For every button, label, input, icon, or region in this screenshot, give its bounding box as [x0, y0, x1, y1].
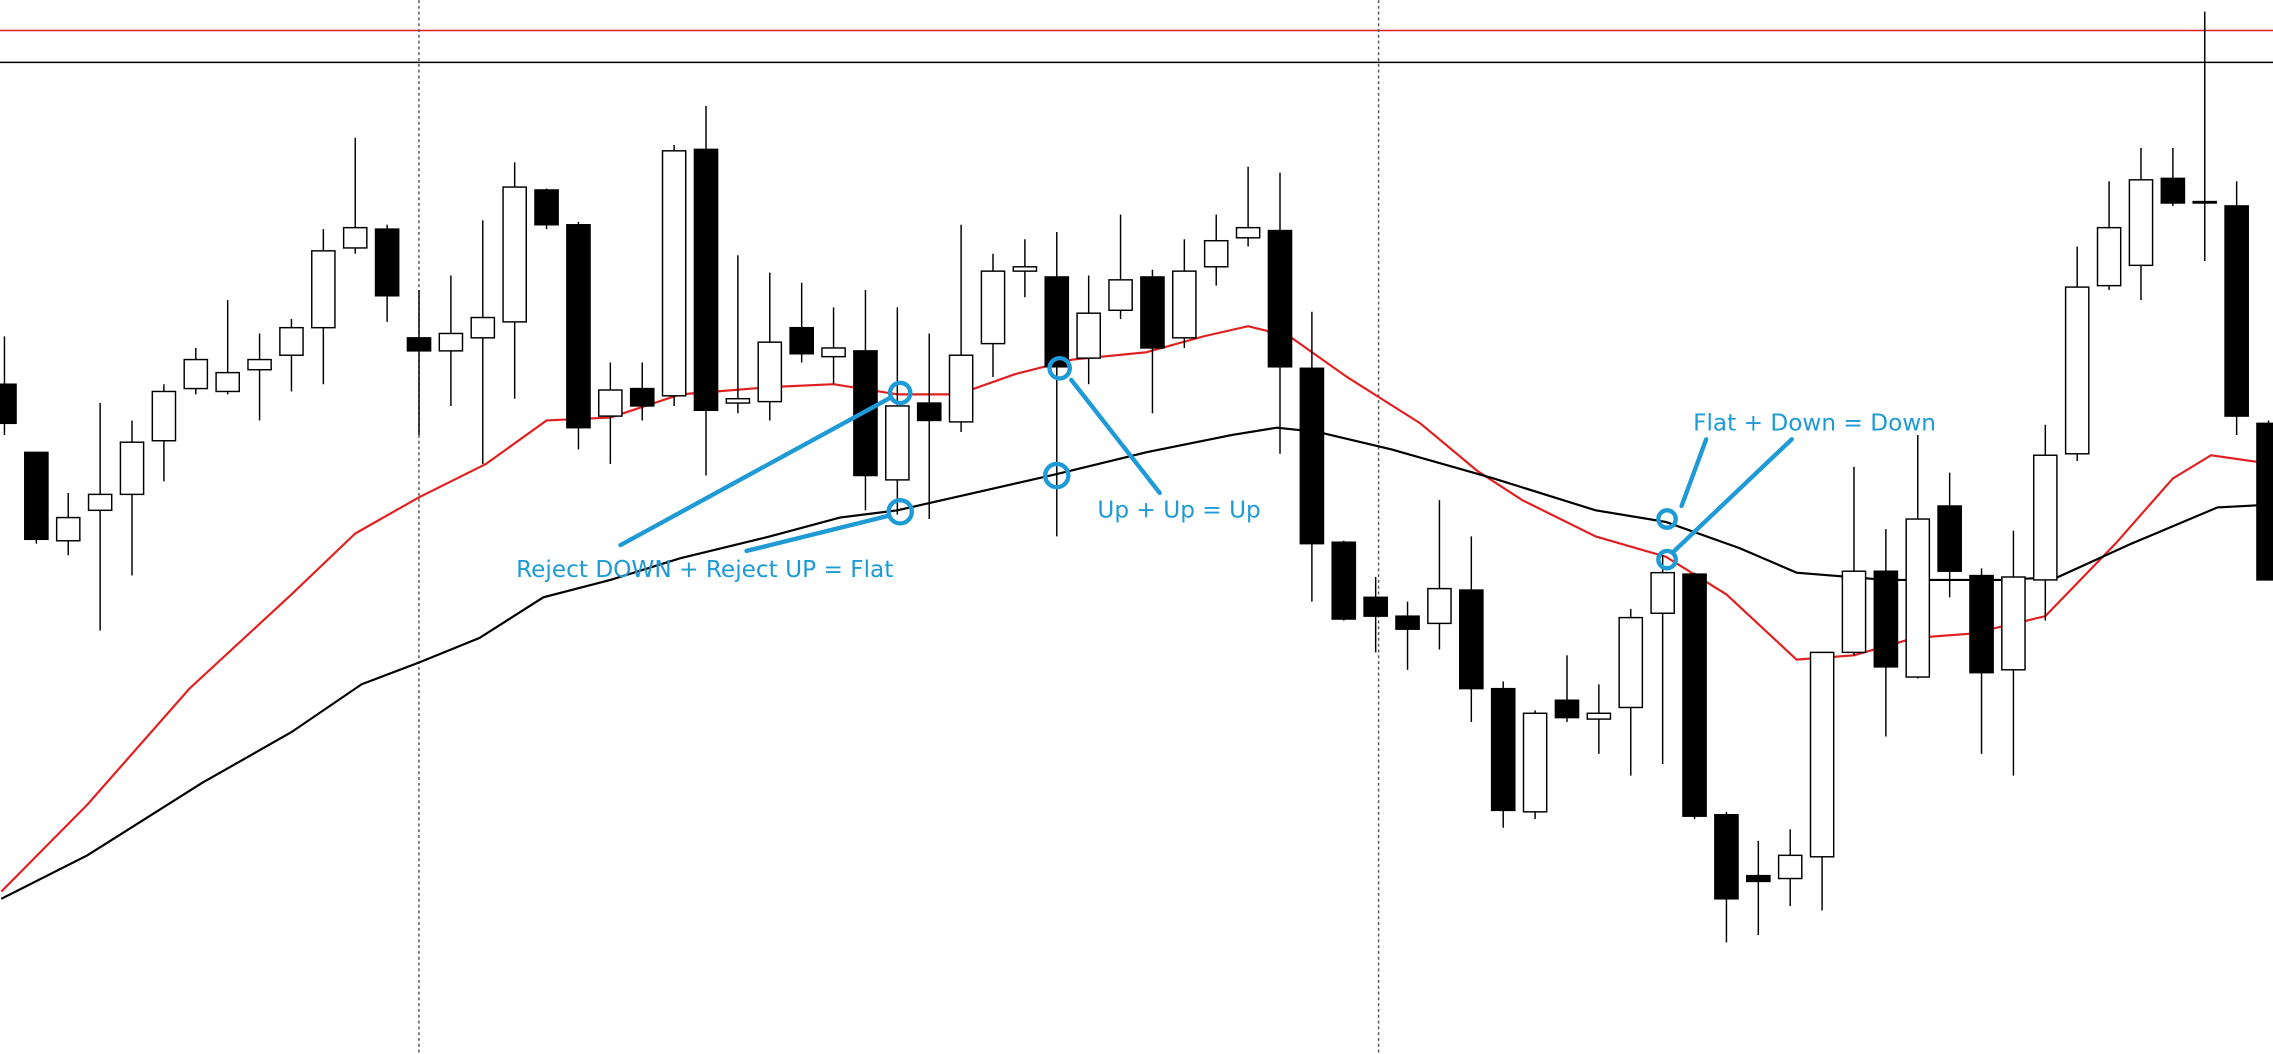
candle-body: [55, 516, 81, 542]
candle-body: [1746, 874, 1771, 883]
candle-body: [1618, 616, 1644, 709]
candle-body: [1714, 814, 1739, 900]
candle-body: [1586, 712, 1612, 720]
candle-body: [374, 228, 400, 297]
candle-body: [2192, 200, 2218, 204]
candle-body: [1969, 574, 1994, 674]
candle-body: [661, 150, 687, 397]
annotation-arrow: [1672, 437, 1794, 554]
candle-body: [438, 332, 464, 352]
candle-body: [1554, 699, 1580, 719]
candle-body: [1108, 279, 1133, 312]
candle-body: [2001, 576, 2026, 671]
annotation-circle: [1656, 508, 1678, 530]
annotation-circle: [1042, 461, 1071, 490]
candle-body: [2064, 286, 2090, 455]
candle-body: [1395, 615, 1420, 630]
candle-body: [1172, 270, 1197, 339]
candle-body: [1490, 687, 1516, 812]
candle-body: [1650, 571, 1675, 614]
candle-body: [2224, 205, 2249, 417]
candle-body: [693, 148, 719, 412]
candle-body: [948, 354, 974, 423]
candle-body: [1841, 570, 1867, 654]
candle-body: [2160, 177, 2186, 204]
candle-body: [1076, 312, 1101, 359]
candle-body: [1140, 276, 1165, 349]
candle-body: [87, 493, 113, 512]
candle-body: [1331, 541, 1357, 620]
annotation-arrow: [618, 396, 891, 548]
candle-body: [1267, 229, 1293, 368]
annotation-text: Up + Up = Up: [1097, 497, 1260, 524]
candle-body: [1012, 266, 1038, 272]
candle-body: [757, 341, 783, 403]
candle-body: [151, 390, 177, 442]
candle-body: [1427, 587, 1452, 625]
candle-body: [566, 224, 591, 429]
candle-body: [885, 405, 910, 481]
annotation-circle: [1047, 355, 1072, 381]
candle-body: [2032, 454, 2058, 581]
candle-body: [247, 358, 272, 371]
candle-body: [1203, 239, 1229, 268]
candle-body: [406, 337, 432, 352]
candle-body: [311, 250, 336, 329]
candle-body: [215, 371, 241, 393]
annotation-arrow: [1069, 377, 1162, 496]
annotation-circle: [887, 380, 913, 406]
candle-body: [598, 389, 623, 417]
annotation-arrow: [744, 513, 890, 554]
candle-body: [2096, 226, 2122, 287]
candle-body: [821, 347, 846, 358]
candle-body: [279, 326, 304, 356]
candle-body: [502, 186, 527, 323]
candle-body: [1682, 573, 1707, 817]
candle-body: [534, 189, 559, 226]
candle-body: [470, 316, 496, 339]
candle-body: [2128, 179, 2154, 267]
candle-body: [916, 402, 942, 422]
candles: [0, 11, 2273, 943]
annotation-arrow: [1679, 437, 1709, 509]
candle-body: [24, 451, 49, 541]
candle-body: [1044, 276, 1070, 368]
candle-body: [342, 226, 368, 249]
candle-body: [789, 326, 814, 355]
annotation-circle: [1656, 548, 1678, 571]
candle-body: [1235, 226, 1261, 239]
candle-body: [1299, 367, 1325, 545]
annotation-circle: [886, 498, 914, 526]
candle-body: [183, 358, 209, 390]
candle-body: [980, 270, 1006, 345]
candle-body: [1363, 596, 1388, 617]
candle-body: [1905, 518, 1931, 678]
candle-body: [119, 441, 145, 496]
candle-body: [1809, 651, 1835, 858]
candle-body: [629, 387, 655, 407]
candle-body: [1937, 505, 1962, 572]
candle-body: [2256, 422, 2273, 581]
annotation-text: Reject DOWN + Reject UP = Flat: [516, 556, 893, 583]
annotations: Reject DOWN + Reject UP = Flat Up + Up =…: [516, 355, 1936, 583]
candle-body: [725, 397, 751, 404]
candle-body: [1522, 712, 1548, 813]
candle-body: [1777, 854, 1803, 880]
candle-body: [0, 383, 17, 425]
candle-body: [1873, 570, 1899, 668]
candle-body: [1459, 589, 1484, 690]
annotation-text: Flat + Down = Down: [1693, 410, 1936, 437]
levels: [0, 29, 2273, 64]
